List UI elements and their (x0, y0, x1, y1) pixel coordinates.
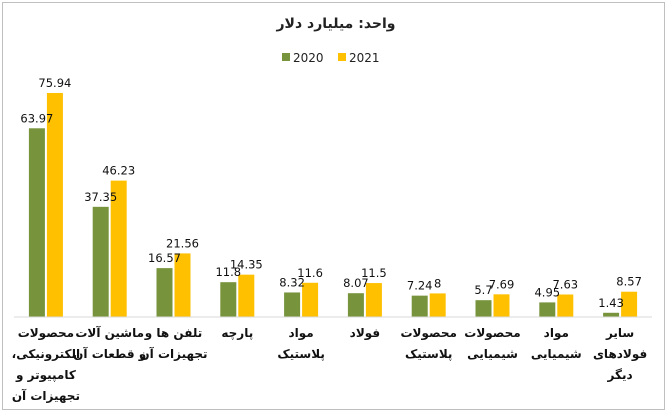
legend-swatch-2020 (282, 53, 290, 61)
bar-2020-3 (220, 282, 237, 317)
value-label-2021-3: 14.35 (230, 258, 263, 272)
value-label-2021-5: 11.5 (361, 266, 387, 280)
value-label-2020-3: 11.8 (215, 265, 241, 279)
bar-2021-4 (302, 282, 319, 317)
bar-2021-7 (493, 294, 510, 317)
value-label-2021-7: 7.69 (489, 277, 515, 291)
value-label-2020-1: 37.35 (84, 190, 117, 204)
value-label-2020-9: 1.43 (598, 296, 624, 310)
value-label-2020-0: 63.97 (20, 111, 53, 125)
value-label-2020-5: 8.07 (343, 276, 369, 290)
bar-2020-1 (92, 206, 109, 317)
value-label-2020-7: 5.7 (474, 283, 492, 297)
value-label-2021-1: 46.23 (102, 164, 135, 178)
value-label-2020-8: 4.95 (534, 285, 560, 299)
bars (28, 92, 638, 318)
bar-2021-0 (46, 92, 63, 318)
bar-2021-3 (238, 274, 255, 317)
bar-2020-7 (475, 300, 492, 317)
bar-2021-5 (365, 283, 382, 317)
value-label-2021-0: 75.94 (38, 76, 71, 90)
value-label-2021-6: 8 (434, 276, 441, 290)
bar-2020-5 (347, 293, 364, 317)
bar-2021-8 (557, 294, 574, 317)
category-label-7: محصولات شیمیایی (464, 326, 520, 361)
bar-2020-2 (156, 268, 173, 317)
value-label-2021-4: 11.6 (297, 266, 323, 280)
legend-label-2020: 2020 (293, 51, 324, 65)
bar-2021-6 (429, 293, 446, 317)
bar-2021-9 (621, 291, 638, 317)
value-labels: 63.97 37.35 16.57 11.8 8.32 8.07 7.24 5.7 4.95 1.… (20, 76, 641, 310)
category-label-3: پارچه (221, 326, 253, 340)
value-label-2020-4: 8.32 (279, 275, 305, 289)
legend-label-2021: 2021 (349, 51, 380, 65)
bar-2020-6 (411, 295, 428, 317)
chart-title: واحد: میلیارد دلار (275, 16, 395, 32)
category-label-4: مواد پلاستیک (277, 326, 325, 361)
category-label-5: فولاد (350, 326, 380, 341)
category-label-2: تلفن ها و تجهیزات آن (139, 326, 207, 361)
category-labels: محصولات الکترونیکی، کامپیوتر و تجهیزات آنما… (12, 325, 648, 403)
value-label-2021-2: 21.56 (166, 236, 199, 250)
bar-2021-1 (110, 180, 127, 317)
category-label-1: ماشین آلات و قطعات آن (73, 325, 146, 362)
category-label-6: محصولات پلاستیک (400, 326, 456, 361)
value-label-2020-2: 16.57 (148, 251, 181, 265)
category-label-0: محصولات الکترونیکی، کامپیوتر و تجهیزات آن (12, 326, 81, 403)
legend-swatch-2021 (338, 53, 346, 61)
bar-2020-4 (284, 292, 301, 317)
value-label-2021-9: 8.57 (616, 275, 642, 289)
category-label-9: سایر فولادهای دیگر (593, 326, 647, 382)
bar-2020-0 (28, 128, 45, 317)
legend: 2020 2021 (282, 51, 380, 65)
value-label-2021-8: 7.63 (552, 277, 578, 291)
bar-2020-8 (539, 302, 556, 317)
bar-2021-2 (174, 253, 191, 317)
value-label-2020-6: 7.24 (407, 279, 433, 293)
bar-2020-9 (603, 312, 620, 317)
category-label-8: مواد شیمیایی (531, 326, 582, 361)
